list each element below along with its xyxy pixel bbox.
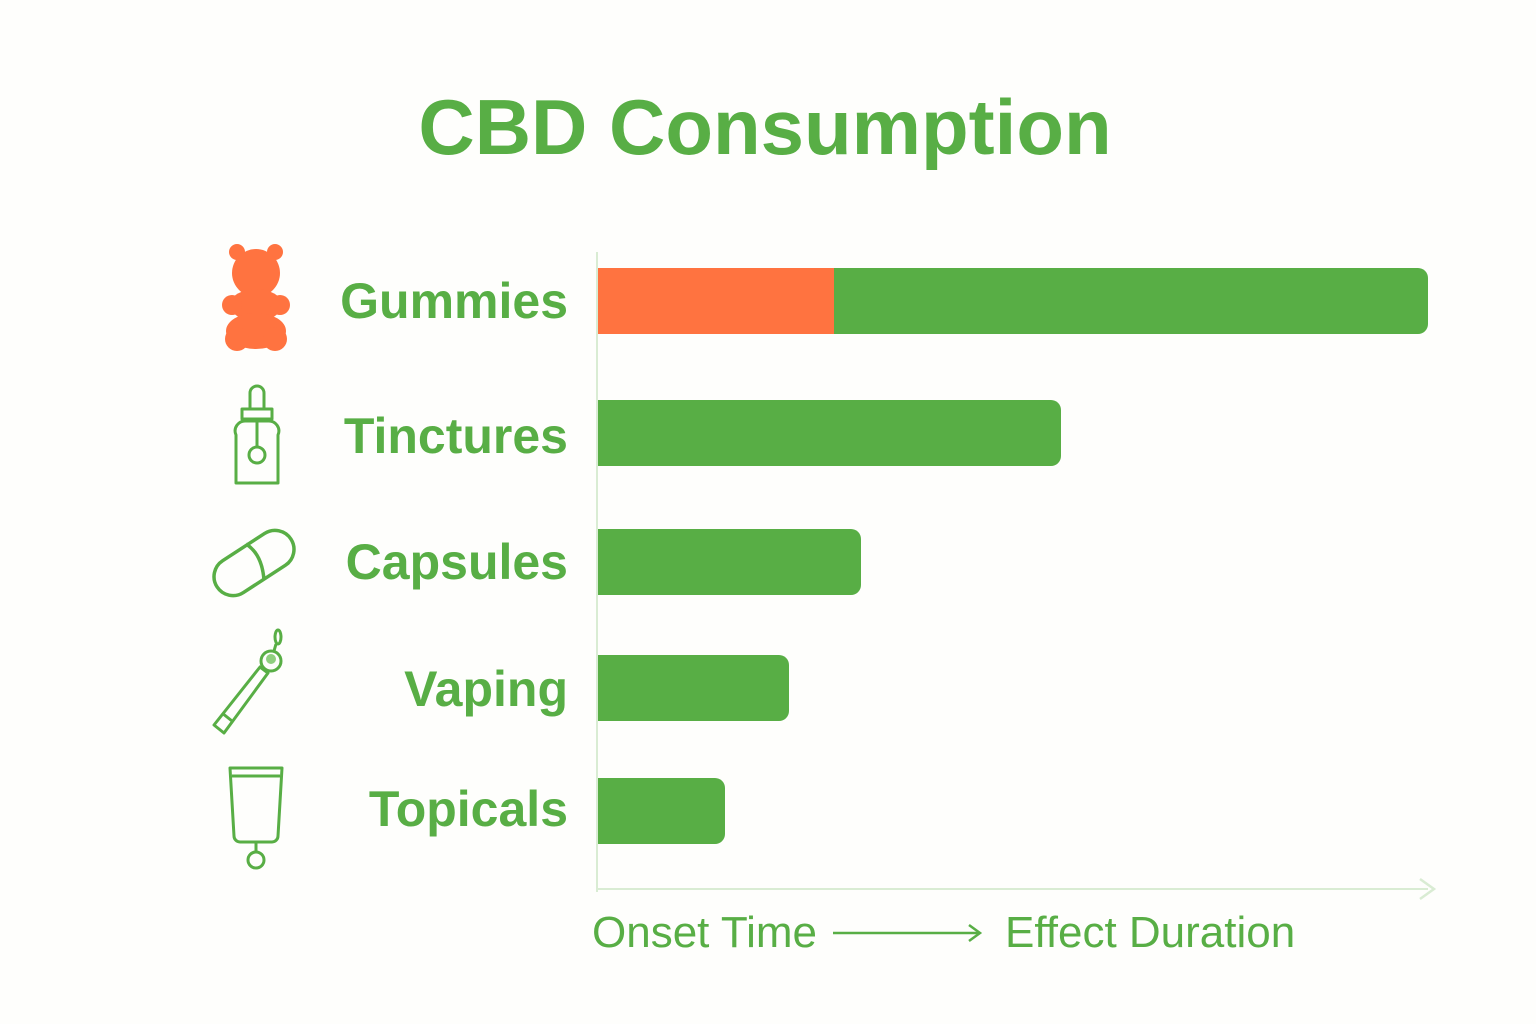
bar-topicals	[598, 778, 725, 844]
bar-segment-duration	[834, 268, 1428, 334]
x-axis-label-onset: Onset Time	[592, 908, 817, 957]
capsule-icon	[212, 528, 296, 598]
chart-title: CBD Consumption	[418, 83, 1112, 171]
dropper-bottle-icon	[233, 384, 281, 485]
bar-segment-duration	[598, 529, 861, 595]
bar-segment-duration	[598, 778, 725, 844]
x-axis-label: Onset Time Effect Duration	[592, 908, 1295, 958]
x-axis-label-duration: Effect Duration	[1004, 908, 1296, 957]
x-axis-line	[596, 888, 1428, 890]
y-axis-line	[596, 252, 598, 892]
row-label-vaping: Vaping	[404, 661, 568, 717]
gummy-bear-icon	[222, 244, 290, 351]
bar-vaping	[598, 655, 789, 721]
x-axis-arrowhead-icon	[1419, 877, 1437, 901]
row-label-topicals: Topicals	[368, 781, 568, 837]
bar-segment-duration	[598, 400, 1061, 466]
bar-tinctures	[598, 400, 1061, 466]
bar-gummies	[598, 268, 1428, 334]
row-label-tinctures: Tinctures	[343, 408, 568, 464]
bar-segment-duration	[598, 655, 789, 721]
row-label-gummies: Gummies	[340, 273, 568, 329]
bar-segment-onset	[598, 268, 834, 334]
row-label-capsules: Capsules	[345, 534, 568, 590]
vape-pen-icon	[212, 628, 283, 735]
right-arrow-icon	[832, 923, 983, 943]
cream-tube-icon	[228, 766, 284, 870]
bar-capsules	[598, 529, 861, 595]
